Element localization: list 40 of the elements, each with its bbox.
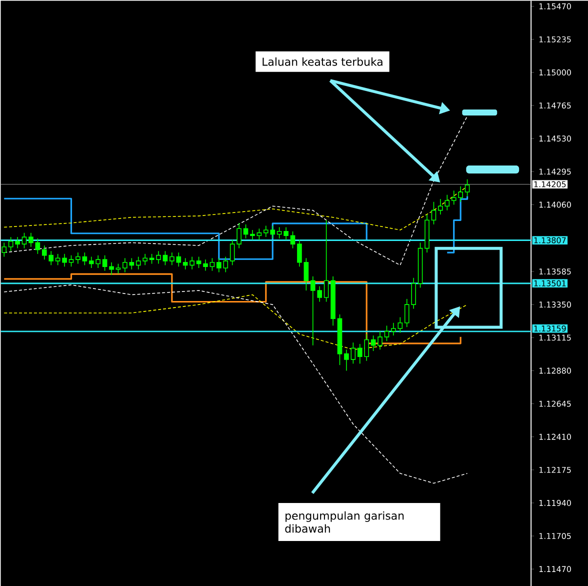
candlestick [109,262,114,276]
candlestick [156,250,161,264]
candlestick [62,253,67,267]
candlestick [344,348,349,371]
annotation: Laluan keatas terbuka [262,57,382,66]
candlestick [378,330,382,350]
candlestick [324,220,329,302]
candlestick [384,325,390,342]
candlestick [22,232,27,248]
candlestick [8,236,14,252]
annotation: pengumpulan garisan dibawah [285,511,404,533]
candlestick [431,201,436,225]
candlestick [391,322,396,336]
candlestick [370,334,376,352]
candlestick [102,254,108,271]
candlestick [82,252,88,266]
line-series [4,284,468,484]
candlestick [398,316,403,333]
candlestick [76,252,80,264]
candlestick [276,226,282,239]
candlestick [68,254,74,267]
candlestick [256,228,262,240]
candlestick [28,232,34,248]
candlestick [196,256,202,268]
candlestick [210,258,215,271]
candlestick [149,253,154,264]
candlestick [243,224,248,239]
candlestick [162,250,168,266]
candlestick [55,253,60,266]
candlestick [203,258,208,271]
candlestick [116,263,121,274]
candlestick [464,178,470,196]
candlestick [35,238,40,254]
candlestick [297,239,302,267]
candlestick [15,236,20,248]
candlestick [350,342,356,364]
candlestick [304,258,309,291]
candlestick [250,229,255,240]
candlestick [290,230,296,248]
candlestick [284,226,288,240]
